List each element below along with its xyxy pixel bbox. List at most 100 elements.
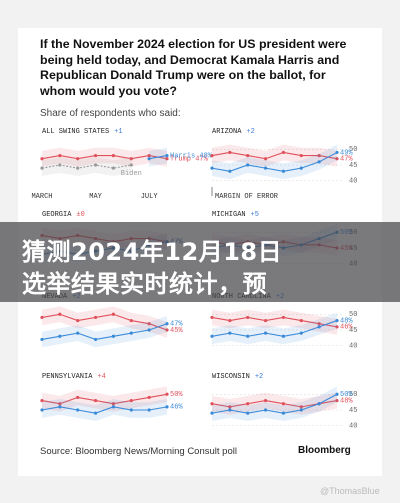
panel-margin: ±0 [76,211,84,219]
error-band [42,147,167,167]
series-point [263,166,268,170]
series-point [58,163,62,167]
series-point [228,408,232,412]
value-label: 48% [340,317,353,325]
series-point [246,411,250,415]
value-label: 46% [340,324,353,332]
series-point [129,331,133,335]
panel-title: WISCONSIN [212,373,250,381]
panel-margin: +4 [97,373,105,381]
error-band [212,144,337,180]
error-band [42,315,167,348]
series-point [299,405,303,409]
series-point [335,398,339,403]
series-point [335,318,339,323]
series-point [228,331,232,335]
panel-title: GEORGIA [42,211,72,219]
series-point [93,315,98,320]
series-line [211,320,338,337]
series-point [76,395,80,400]
error-band [212,309,337,335]
series-point [263,157,268,161]
series-point [210,166,214,170]
series-point [93,337,98,342]
series-line [211,393,338,414]
series-point [317,153,321,158]
series-point [317,322,321,326]
panel-title: ALL SWING STATES [42,128,109,136]
series-line [41,323,168,340]
panel-margin: +2 [255,373,263,381]
x-tick-label: JULY [141,193,159,201]
series-point [111,405,116,409]
title: If the November 2024 election for US pre… [40,37,347,98]
series-point [40,157,44,161]
series-point [58,334,62,338]
series-point [317,160,321,164]
y-tick-label: 40 [349,423,357,431]
value-label: 50% [170,391,183,399]
series-point [93,163,98,167]
series-point [111,312,116,316]
series-point [76,331,80,335]
series-point [147,153,151,158]
series-point [40,408,44,412]
series-line [211,316,338,328]
series-line [41,313,168,331]
series-line [41,393,168,405]
series-point [299,331,303,335]
error-band [42,157,132,176]
series-point [93,411,98,415]
series-point [147,328,151,332]
error-band [212,312,337,345]
series-line [41,155,168,160]
series-point [40,315,44,320]
series-point [147,322,151,326]
series-point [263,318,268,323]
series-point [111,402,116,406]
series-point [299,408,303,412]
series-point [76,166,80,170]
series-point [165,328,169,332]
y-tick-label: 50 [349,391,357,399]
series-point [210,402,214,406]
series-point [58,153,62,158]
series-point [111,153,116,158]
watermark: @ThomasBlue [320,486,380,496]
y-tick-label: 40 [349,178,357,186]
series-point [147,408,151,412]
series-point [281,150,286,155]
series-point [93,153,98,158]
series-point [76,157,80,161]
series-point [228,318,232,323]
series-point [129,318,133,323]
x-tick-label: MAY [89,193,102,201]
series-point [246,402,250,406]
series-point [76,318,80,323]
series-point [281,315,286,320]
series-point [76,408,80,412]
panel-title: MICHIGAN [212,211,246,219]
series-point [210,411,214,415]
series-point [299,153,303,158]
subtitle: Share of respondents who said: [40,108,181,119]
series-point [299,318,303,323]
series-point [58,405,62,409]
series-line [149,155,168,160]
series-point [246,153,250,158]
series-point [210,153,214,158]
series-point [40,166,44,170]
y-tick-label: 50 [349,311,357,319]
series-point [281,411,286,415]
series-point [165,392,169,396]
series-point [335,392,339,396]
banner-line: 猜测2024年12月18日 [22,238,283,266]
series-point [165,405,169,409]
brand: Bloomberg [298,445,351,456]
series-point [263,331,268,335]
series-point [299,166,303,170]
series-point [111,334,116,338]
panel-margin: +1 [114,128,122,136]
y-tick-label: 45 [349,327,357,335]
